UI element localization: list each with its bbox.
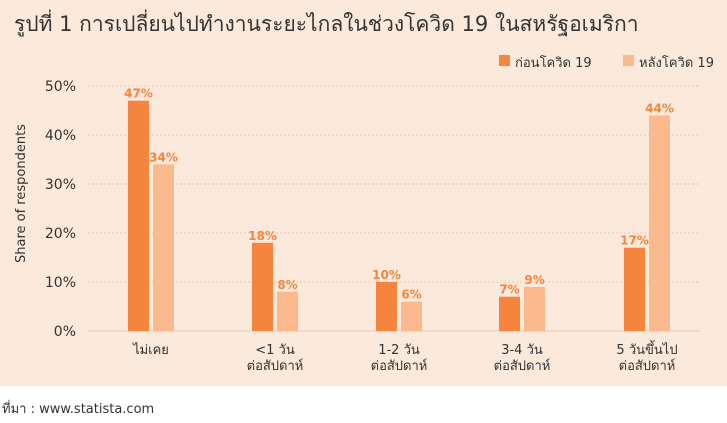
y-tick-label: 50% [45,79,76,95]
x-tick-label: 3-4 วัน [501,343,543,358]
y-tick-label: 30% [45,177,76,193]
legend-swatch-before [499,55,510,66]
y-tick-label: 10% [45,275,76,291]
x-tick-label: 5 วันขึ้นไป [616,340,677,358]
x-tick-label: ต่อสัปดาห์ [247,358,304,374]
y-tick-label: 20% [45,226,76,242]
data-label: 17% [620,234,649,248]
x-tick-label: <1 วัน [255,343,295,358]
bar [252,242,273,331]
x-tick-label: ต่อสัปดาห์ [619,358,676,374]
data-label: 10% [372,268,401,282]
x-tick-label: ต่อสัปดาห์ [371,358,428,374]
x-tick-label: 1-2 วัน [378,343,420,358]
legend-label-before: ก่อนโควิด 19 [515,56,592,71]
chart-title: รูปที่ 1 การเปลี่ยนไปทำงานระยะไกลในช่วงโ… [14,12,639,36]
bar [649,115,670,332]
chart-panel [0,0,727,386]
x-tick-label: ต่อสัปดาห์ [494,358,551,374]
bar [376,282,397,331]
bar [277,291,298,331]
bar [153,164,174,331]
x-tick-label: ไม่เคย [132,342,169,358]
y-tick-label: 0% [54,324,76,340]
bar [128,100,149,331]
data-label: 44% [645,101,674,115]
data-label: 7% [499,283,519,297]
data-label: 6% [401,288,421,302]
legend-label-after: หลังโควิด 19 [639,56,714,71]
data-label: 9% [524,273,544,287]
bar [499,296,520,331]
bar [401,301,422,331]
y-tick-label: 40% [45,128,76,144]
data-label: 34% [149,150,178,164]
bar-chart: 0% 10% 20% 30% 40% 50% 47% 18% 10% 7% 17% 34% 8% 6% 9%… [45,79,700,374]
bar [624,247,645,331]
data-label: 47% [124,87,153,101]
legend-swatch-after [623,55,634,66]
source-note: ที่มา : www.statista.com [2,402,155,417]
data-label: 8% [277,278,297,292]
bar [524,286,545,331]
data-label: 18% [248,229,277,243]
